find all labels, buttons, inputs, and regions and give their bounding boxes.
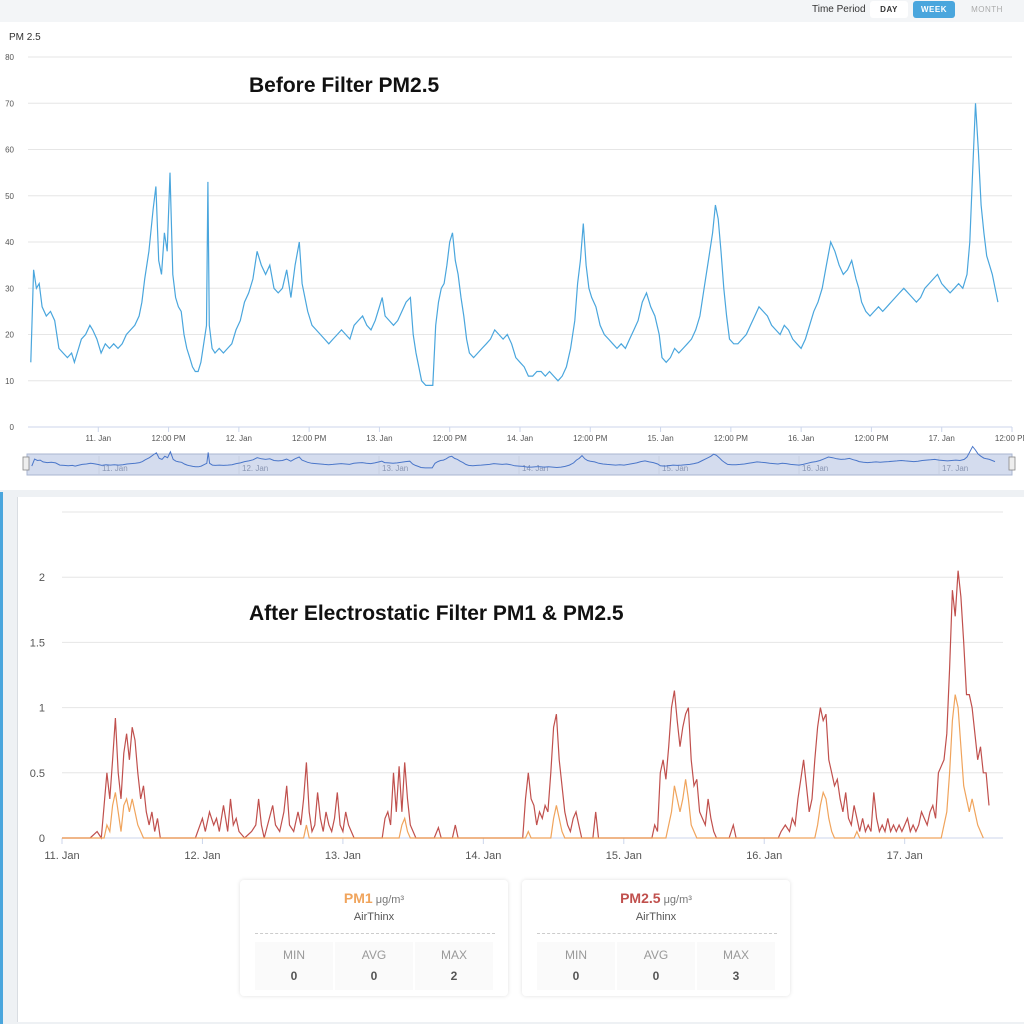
- x-tick-label: 15. Jan: [647, 434, 673, 443]
- stat-value: 3: [732, 969, 740, 983]
- selection-indicator: [0, 492, 3, 1024]
- x-tick-label: 12:00 PM: [854, 434, 889, 443]
- pm1-after-series: [62, 694, 984, 839]
- y-tick-label: 30: [5, 284, 14, 293]
- stat-label: MIN: [565, 948, 587, 962]
- chart-title: Before Filter PM2.5: [249, 74, 440, 97]
- pm1-stats-card: PM1 μg/m³ AirThinx MIN 0 AVG 0 MAX 2: [240, 880, 508, 996]
- x-tick-label: 13. Jan: [366, 434, 392, 443]
- before-filter-chart: PM 2.5 Before Filter PM2.5 0 10 20 30 40 50 60…: [5, 32, 1024, 476]
- y-tick-label: 10: [5, 377, 14, 386]
- y-tick-label: 80: [5, 53, 14, 62]
- stat-label: MAX: [722, 948, 749, 962]
- before-chart-panel: [0, 22, 1024, 490]
- card-unit: μg/m³: [663, 894, 692, 906]
- card-title: PM2.5 μg/m³: [522, 890, 790, 906]
- y-tick-label: 0.5: [30, 768, 45, 780]
- month-button[interactable]: MONTH: [958, 1, 1016, 18]
- navigator-tick-label: 17. Jan: [942, 464, 968, 473]
- stat-max: MAX 2: [415, 942, 493, 990]
- navigator-tick-label: 12. Jan: [242, 464, 268, 473]
- y-tick-label: 1: [39, 703, 45, 715]
- x-tick-label: 13. Jan: [325, 850, 361, 862]
- y-tick-label: 0: [39, 833, 45, 845]
- stat-value: 0: [290, 969, 298, 983]
- x-tick-label: 12:00 PM: [151, 434, 186, 443]
- y-tick-label: 20: [5, 331, 14, 340]
- y-tick-label: 2: [39, 572, 45, 584]
- after-chart-panel: [17, 497, 1024, 1022]
- x-tick-label: 12:00 PM: [714, 434, 749, 443]
- x-tick-label: 12. Jan: [184, 850, 220, 862]
- x-tick-label: 11. Jan: [85, 434, 111, 443]
- stat-label: AVG: [643, 948, 669, 962]
- card-pollutant: PM2.5: [620, 890, 661, 906]
- card-divider: [537, 933, 777, 934]
- week-button[interactable]: WEEK: [913, 1, 955, 18]
- pm25-after-series: [62, 570, 990, 840]
- time-period-label: Time Period: [812, 4, 866, 15]
- x-tick-label: 16. Jan: [746, 850, 782, 862]
- x-tick-label: 16. Jan: [788, 434, 814, 443]
- y-tick-label: 60: [5, 146, 14, 155]
- x-tick-label: 15. Jan: [606, 850, 642, 862]
- x-tick-label: 11. Jan: [44, 850, 79, 862]
- y-tick-label: 1.5: [30, 637, 45, 649]
- day-button[interactable]: DAY: [870, 1, 908, 18]
- stat-max: MAX 3: [697, 942, 775, 990]
- chart-title: After Electrostatic Filter PM1 & PM2.5: [249, 602, 624, 625]
- x-tick-label: 17. Jan: [929, 434, 955, 443]
- x-tick-label: 12. Jan: [226, 434, 252, 443]
- stat-value: 2: [450, 969, 458, 983]
- card-divider: [255, 933, 495, 934]
- x-tick-label: 14. Jan: [507, 434, 533, 443]
- x-tick-label: 12:00 PM: [995, 434, 1024, 443]
- navigator-tick-label: 16. Jan: [802, 464, 828, 473]
- y-tick-label: 40: [5, 238, 14, 247]
- y-tick-label: 50: [5, 192, 14, 201]
- card-source: AirThinx: [353, 911, 395, 923]
- y-axis-label: PM 2.5: [9, 32, 41, 43]
- stat-value: 0: [652, 969, 660, 983]
- time-period-toolbar: Time Period DAY WEEK MONTH: [0, 0, 1024, 22]
- card-unit: μg/m³: [375, 894, 405, 906]
- stat-min: MIN 0: [255, 942, 333, 990]
- card-source: AirThinx: [635, 911, 677, 923]
- pm25-before-series: [30, 103, 999, 386]
- card-title: PM1 μg/m³: [240, 890, 508, 906]
- pm25-stats-card: PM2.5 μg/m³ AirThinx MIN 0 AVG 0 MAX 3: [522, 880, 790, 996]
- stat-label: MIN: [283, 948, 305, 962]
- navigator-left-handle[interactable]: [22, 456, 30, 471]
- x-tick-label: 12:00 PM: [573, 434, 608, 443]
- stat-min: MIN 0: [537, 942, 615, 990]
- x-tick-label: 14. Jan: [465, 850, 501, 862]
- navigator-tick-label: 14. Jan: [522, 464, 548, 473]
- navigator-tick-label: 11. Jan: [102, 464, 128, 473]
- y-tick-label: 70: [5, 99, 14, 108]
- y-tick-label: 0: [10, 423, 15, 432]
- range-navigator[interactable]: 11. Jan 12. Jan 13. Jan 14. Jan 15. Jan 16. J…: [22, 445, 1016, 476]
- stat-label: MAX: [440, 948, 467, 962]
- stat-label: AVG: [361, 948, 387, 962]
- x-tick-label: 17. Jan: [887, 850, 923, 862]
- navigator-tick-label: 13. Jan: [382, 464, 408, 473]
- stat-avg: AVG 0: [617, 942, 695, 990]
- stat-value: 0: [370, 969, 378, 983]
- stat-avg: AVG 0: [335, 942, 413, 990]
- card-pollutant: PM1: [343, 890, 373, 906]
- stat-value: 0: [572, 969, 580, 983]
- x-tick-label: 12:00 PM: [292, 434, 327, 443]
- x-tick-label: 12:00 PM: [433, 434, 468, 443]
- navigator-tick-label: 15. Jan: [662, 464, 688, 473]
- navigator-series: [31, 445, 996, 469]
- navigator-right-handle[interactable]: [1008, 456, 1016, 471]
